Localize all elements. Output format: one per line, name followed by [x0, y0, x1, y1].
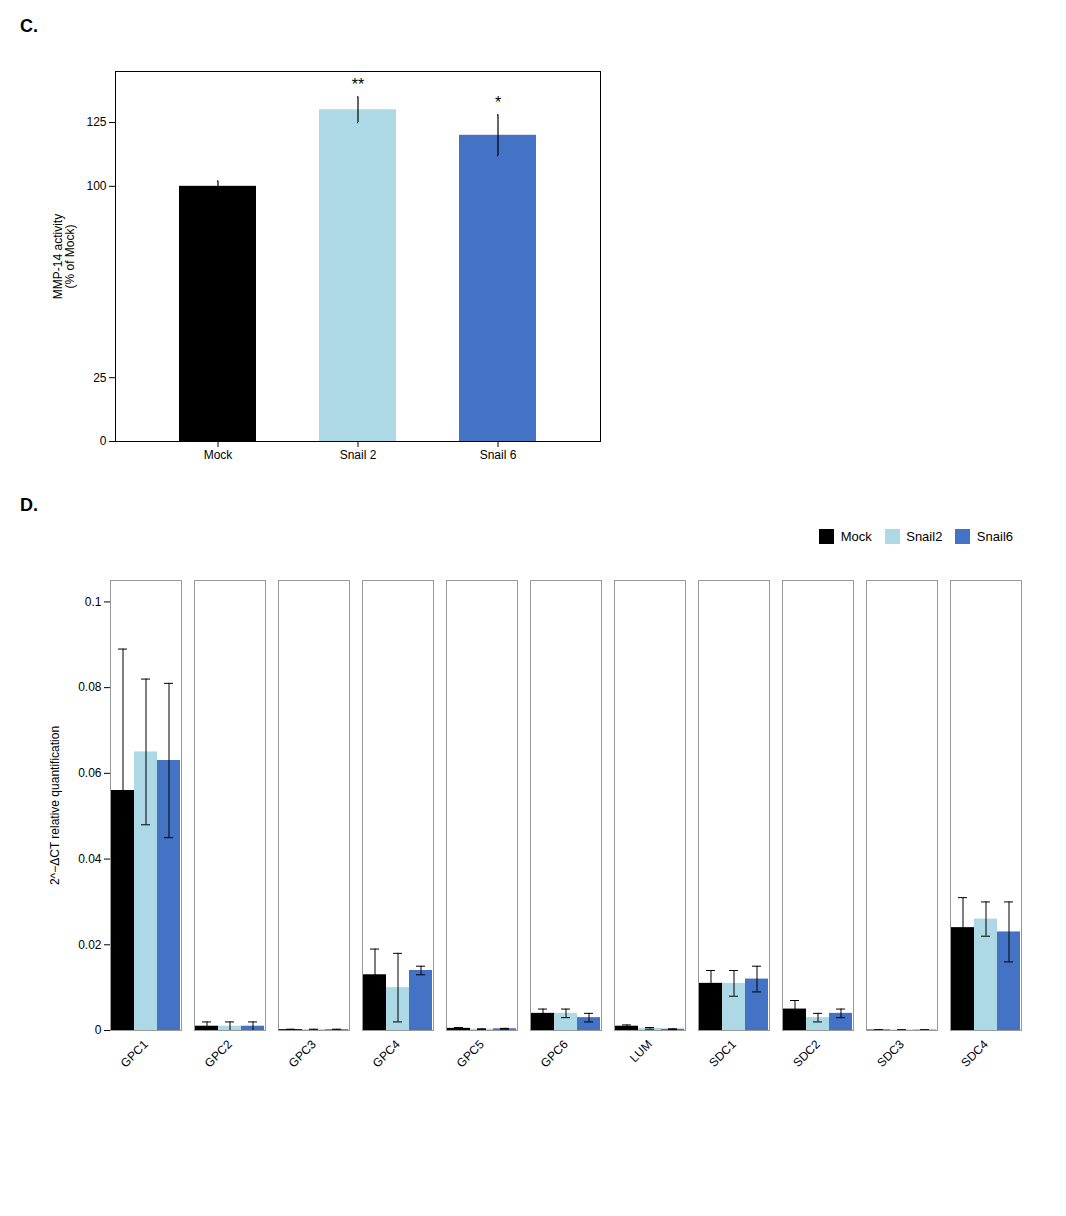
svg-text:SDC3: SDC3 — [874, 1037, 907, 1070]
html-text:D.: D. — [20, 495, 38, 515]
svg-text:0.02: 0.02 — [78, 937, 102, 951]
svg-text:GPC1: GPC1 — [118, 1037, 151, 1070]
svg-text:SDC4: SDC4 — [958, 1037, 991, 1070]
svg-text:Snail 6: Snail 6 — [480, 448, 517, 462]
svg-text:0: 0 — [95, 1023, 102, 1037]
svg-text:SDC1: SDC1 — [706, 1037, 739, 1070]
svg-text:GPC4: GPC4 — [370, 1037, 403, 1070]
html-text:Snail2: Snail2 — [906, 529, 943, 544]
svg-text:0.1: 0.1 — [85, 594, 102, 608]
svg-text:2^−ΔCT relative quantification: 2^−ΔCT relative quantification — [48, 725, 62, 884]
svg-text:GPC3: GPC3 — [286, 1037, 319, 1070]
svg-text:25: 25 — [93, 371, 107, 385]
html-text:Snail6: Snail6 — [976, 529, 1013, 544]
html-text:C.: C. — [20, 16, 38, 36]
svg-text:MMP-14 activity(% of Mock): MMP-14 activity(% of Mock) — [51, 214, 77, 299]
svg-text:0.06: 0.06 — [78, 766, 102, 780]
svg-text:Snail 2: Snail 2 — [340, 448, 377, 462]
svg-text:**: ** — [352, 76, 364, 93]
svg-text:0: 0 — [100, 434, 107, 448]
svg-text:SDC2: SDC2 — [790, 1037, 823, 1070]
svg-text:GPC6: GPC6 — [538, 1037, 571, 1070]
svg-text:0.04: 0.04 — [78, 851, 102, 865]
svg-text:GPC5: GPC5 — [454, 1037, 487, 1070]
svg-text:125: 125 — [86, 115, 106, 129]
svg-text:100: 100 — [86, 179, 106, 193]
svg-text:LUM: LUM — [627, 1037, 655, 1065]
svg-text:0.08: 0.08 — [78, 680, 102, 694]
html-text:Mock: Mock — [840, 529, 872, 544]
svg-text:GPC2: GPC2 — [202, 1037, 235, 1070]
svg-text:*: * — [495, 94, 501, 111]
svg-text:Mock: Mock — [204, 448, 234, 462]
